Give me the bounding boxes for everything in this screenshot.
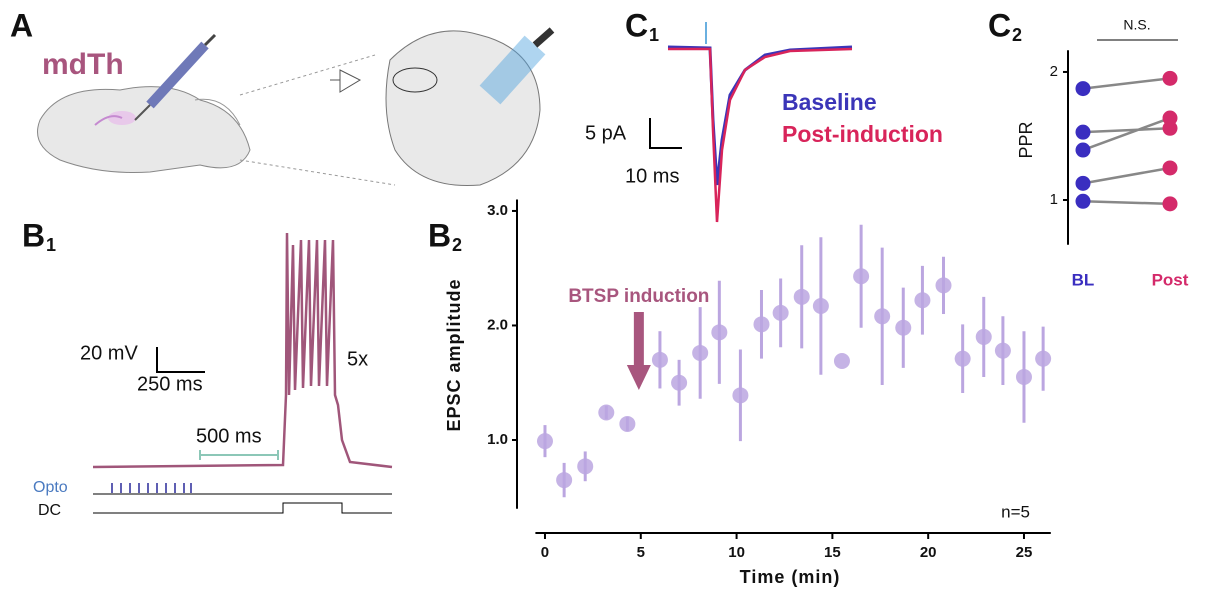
data-point: [651, 351, 668, 368]
annotation: BTSP induction: [568, 286, 709, 307]
data-point: [1162, 70, 1178, 86]
data-point: [1015, 369, 1032, 386]
y-axis-title: PPR: [1016, 121, 1036, 158]
data-point: [895, 319, 912, 336]
interval-bar: [199, 450, 279, 460]
x-tick-label: 25: [1016, 544, 1033, 561]
y-tick-label: 1: [1050, 191, 1058, 208]
panel-sub: 1: [649, 25, 659, 45]
x-tick-label: 20: [920, 544, 937, 561]
significance: N.S.: [1123, 17, 1150, 33]
pair-line: [1082, 166, 1171, 185]
data-point: [692, 344, 709, 361]
data-point: [853, 268, 870, 285]
pair-line: [1082, 77, 1171, 90]
dc-step: [93, 502, 392, 514]
x-axis-title: Time (min): [740, 567, 841, 587]
interval-label: 500 ms: [196, 425, 262, 447]
data-point: [914, 292, 931, 309]
panel-label: C: [625, 7, 648, 43]
x-tick-label: 0: [541, 544, 549, 561]
scale-label: 10 ms: [625, 165, 679, 187]
panel-label: A: [10, 7, 33, 43]
data-point: [1162, 110, 1178, 126]
data-point: [874, 308, 891, 325]
post-trace: [668, 47, 853, 223]
scale-label: 5 pA: [585, 122, 627, 144]
x-tick-label: Post: [1152, 270, 1189, 289]
data-point: [1162, 196, 1178, 212]
data-point: [1075, 124, 1091, 140]
x-tick-label: BL: [1072, 270, 1095, 289]
data-point: [711, 324, 728, 341]
region-label: mdTh: [42, 48, 124, 81]
repeat-label: 5x: [347, 348, 368, 370]
y-tick-label: 3.0: [487, 202, 508, 219]
data-point: [1162, 160, 1178, 176]
data-point: [833, 352, 850, 369]
note: n=5: [1001, 502, 1030, 521]
data-point: [619, 415, 636, 432]
panel-label: B: [22, 217, 45, 253]
pair-line: [1082, 116, 1171, 152]
pair-line: [1082, 200, 1171, 206]
voltage-trace: [92, 232, 393, 469]
dc-label: DC: [38, 502, 61, 519]
panel-sub: 2: [1012, 25, 1022, 45]
data-point: [954, 350, 971, 367]
data-point: [577, 458, 594, 475]
x-tick-label: 5: [637, 544, 645, 561]
data-point: [598, 404, 615, 421]
data-point: [556, 472, 573, 489]
data-point: [812, 298, 829, 315]
scale-label: 250 ms: [137, 373, 203, 395]
opto-label: Opto: [33, 479, 68, 496]
data-point: [1035, 350, 1052, 367]
data-point: [772, 304, 789, 321]
annotation-arrow: [626, 312, 651, 390]
data-point: [671, 374, 688, 391]
y-axis-title: EPSC amplitude: [444, 278, 464, 431]
y-tick-label: 2.0: [487, 316, 508, 333]
scale-label: 20 mV: [80, 342, 138, 364]
illustration: [37, 27, 555, 187]
baseline-trace: [667, 45, 853, 186]
scale-bar: [156, 347, 205, 373]
y-tick-label: 2: [1050, 63, 1058, 80]
data-point: [975, 328, 992, 345]
data-point: [1075, 142, 1091, 158]
data-point: [753, 316, 770, 333]
x-tick-label: 15: [824, 544, 841, 561]
panel-sub: 1: [46, 235, 56, 255]
data-point: [1075, 193, 1091, 209]
data-point: [1075, 175, 1091, 191]
legend-entry: Post-induction: [782, 121, 943, 147]
opto-pulses: [111, 483, 192, 493]
legend-entry: Baseline: [782, 89, 877, 115]
panel-label: C: [988, 7, 1011, 43]
data-point: [994, 342, 1011, 359]
y-tick-label: 1.0: [487, 431, 508, 448]
data-point: [1075, 81, 1091, 97]
x-tick-label: 10: [728, 544, 745, 561]
data-point: [935, 277, 952, 294]
data-point: [536, 433, 553, 450]
panel-sub: 2: [452, 235, 462, 255]
panel-label: B: [428, 217, 451, 253]
scale-bar: [649, 118, 682, 149]
pair-line: [1082, 127, 1171, 134]
data-point: [793, 288, 810, 305]
data-point: [732, 387, 749, 404]
